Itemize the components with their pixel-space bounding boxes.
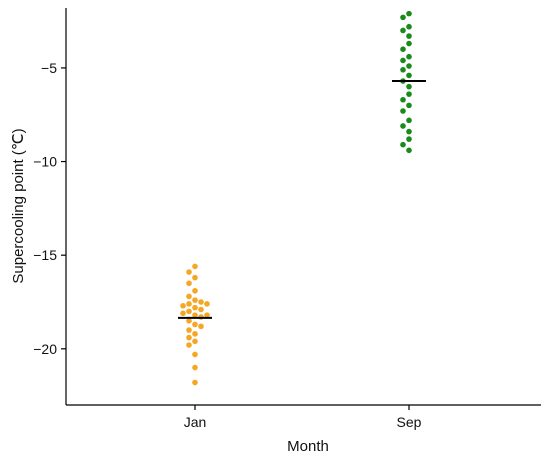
x-tick-label: Jan [184, 414, 207, 430]
data-point-sep [400, 96, 406, 103]
data-point-jan [186, 280, 192, 287]
data-point-jan [186, 269, 192, 275]
data-point-sep [406, 102, 412, 109]
data-point-sep [400, 27, 406, 34]
data-point-sep [406, 23, 412, 30]
data-points [180, 10, 412, 386]
plot-area [65, 8, 541, 406]
data-point-jan [192, 379, 198, 386]
data-point-sep [400, 141, 406, 148]
data-point-jan [180, 302, 186, 309]
x-axis-title: Month [287, 438, 329, 455]
data-point-sep [406, 128, 412, 135]
mean-lines [178, 80, 426, 319]
y-tick-label: −20 [33, 341, 57, 357]
data-point-jan [192, 263, 198, 270]
data-point-sep [406, 91, 412, 97]
y-tick-label: −5 [41, 60, 57, 76]
data-point-sep [406, 83, 412, 90]
data-point-jan [192, 331, 198, 337]
data-point-jan [186, 293, 192, 300]
data-point-jan [186, 342, 192, 348]
y-axis: −20 −15 −10 −5 [33, 60, 66, 357]
data-point-jan [204, 312, 210, 318]
data-point-sep [406, 72, 412, 79]
data-point-sep [406, 147, 412, 154]
data-point-jan [198, 299, 204, 305]
data-point-jan [192, 338, 198, 345]
y-axis-title: Supercooling point (℃) [10, 128, 27, 283]
data-point-sep [400, 57, 406, 64]
data-point-jan [192, 304, 198, 311]
data-point-jan [186, 317, 192, 324]
data-point-jan [192, 364, 198, 371]
data-point-sep [406, 40, 412, 47]
data-point-sep [400, 108, 406, 114]
data-point-sep [406, 33, 412, 39]
data-point-sep [400, 46, 406, 52]
data-point-sep [406, 117, 412, 124]
data-point-sep [406, 10, 412, 17]
data-point-jan [198, 323, 204, 330]
data-point-jan [192, 274, 198, 281]
data-point-sep [400, 66, 406, 73]
data-point-sep [406, 136, 412, 142]
data-point-sep [400, 123, 406, 129]
x-tick-label: Sep [397, 414, 422, 430]
data-point-jan [192, 287, 198, 294]
data-point-sep [400, 14, 406, 21]
data-point-jan [186, 301, 192, 307]
data-point-jan [186, 308, 192, 315]
data-point-jan [198, 306, 204, 313]
data-point-jan [180, 310, 186, 317]
data-point-jan [204, 301, 210, 307]
data-point-sep [406, 53, 412, 60]
data-point-jan [192, 321, 198, 328]
y-tick-label: −15 [33, 247, 57, 263]
data-point-jan [186, 327, 192, 333]
data-point-sep [406, 63, 412, 69]
x-axis: Jan Sep [184, 405, 422, 430]
data-point-jan [192, 351, 198, 358]
data-point-jan [186, 334, 192, 341]
data-point-jan [192, 297, 198, 303]
data-point-jan [192, 312, 198, 318]
y-tick-label: −10 [33, 154, 57, 170]
